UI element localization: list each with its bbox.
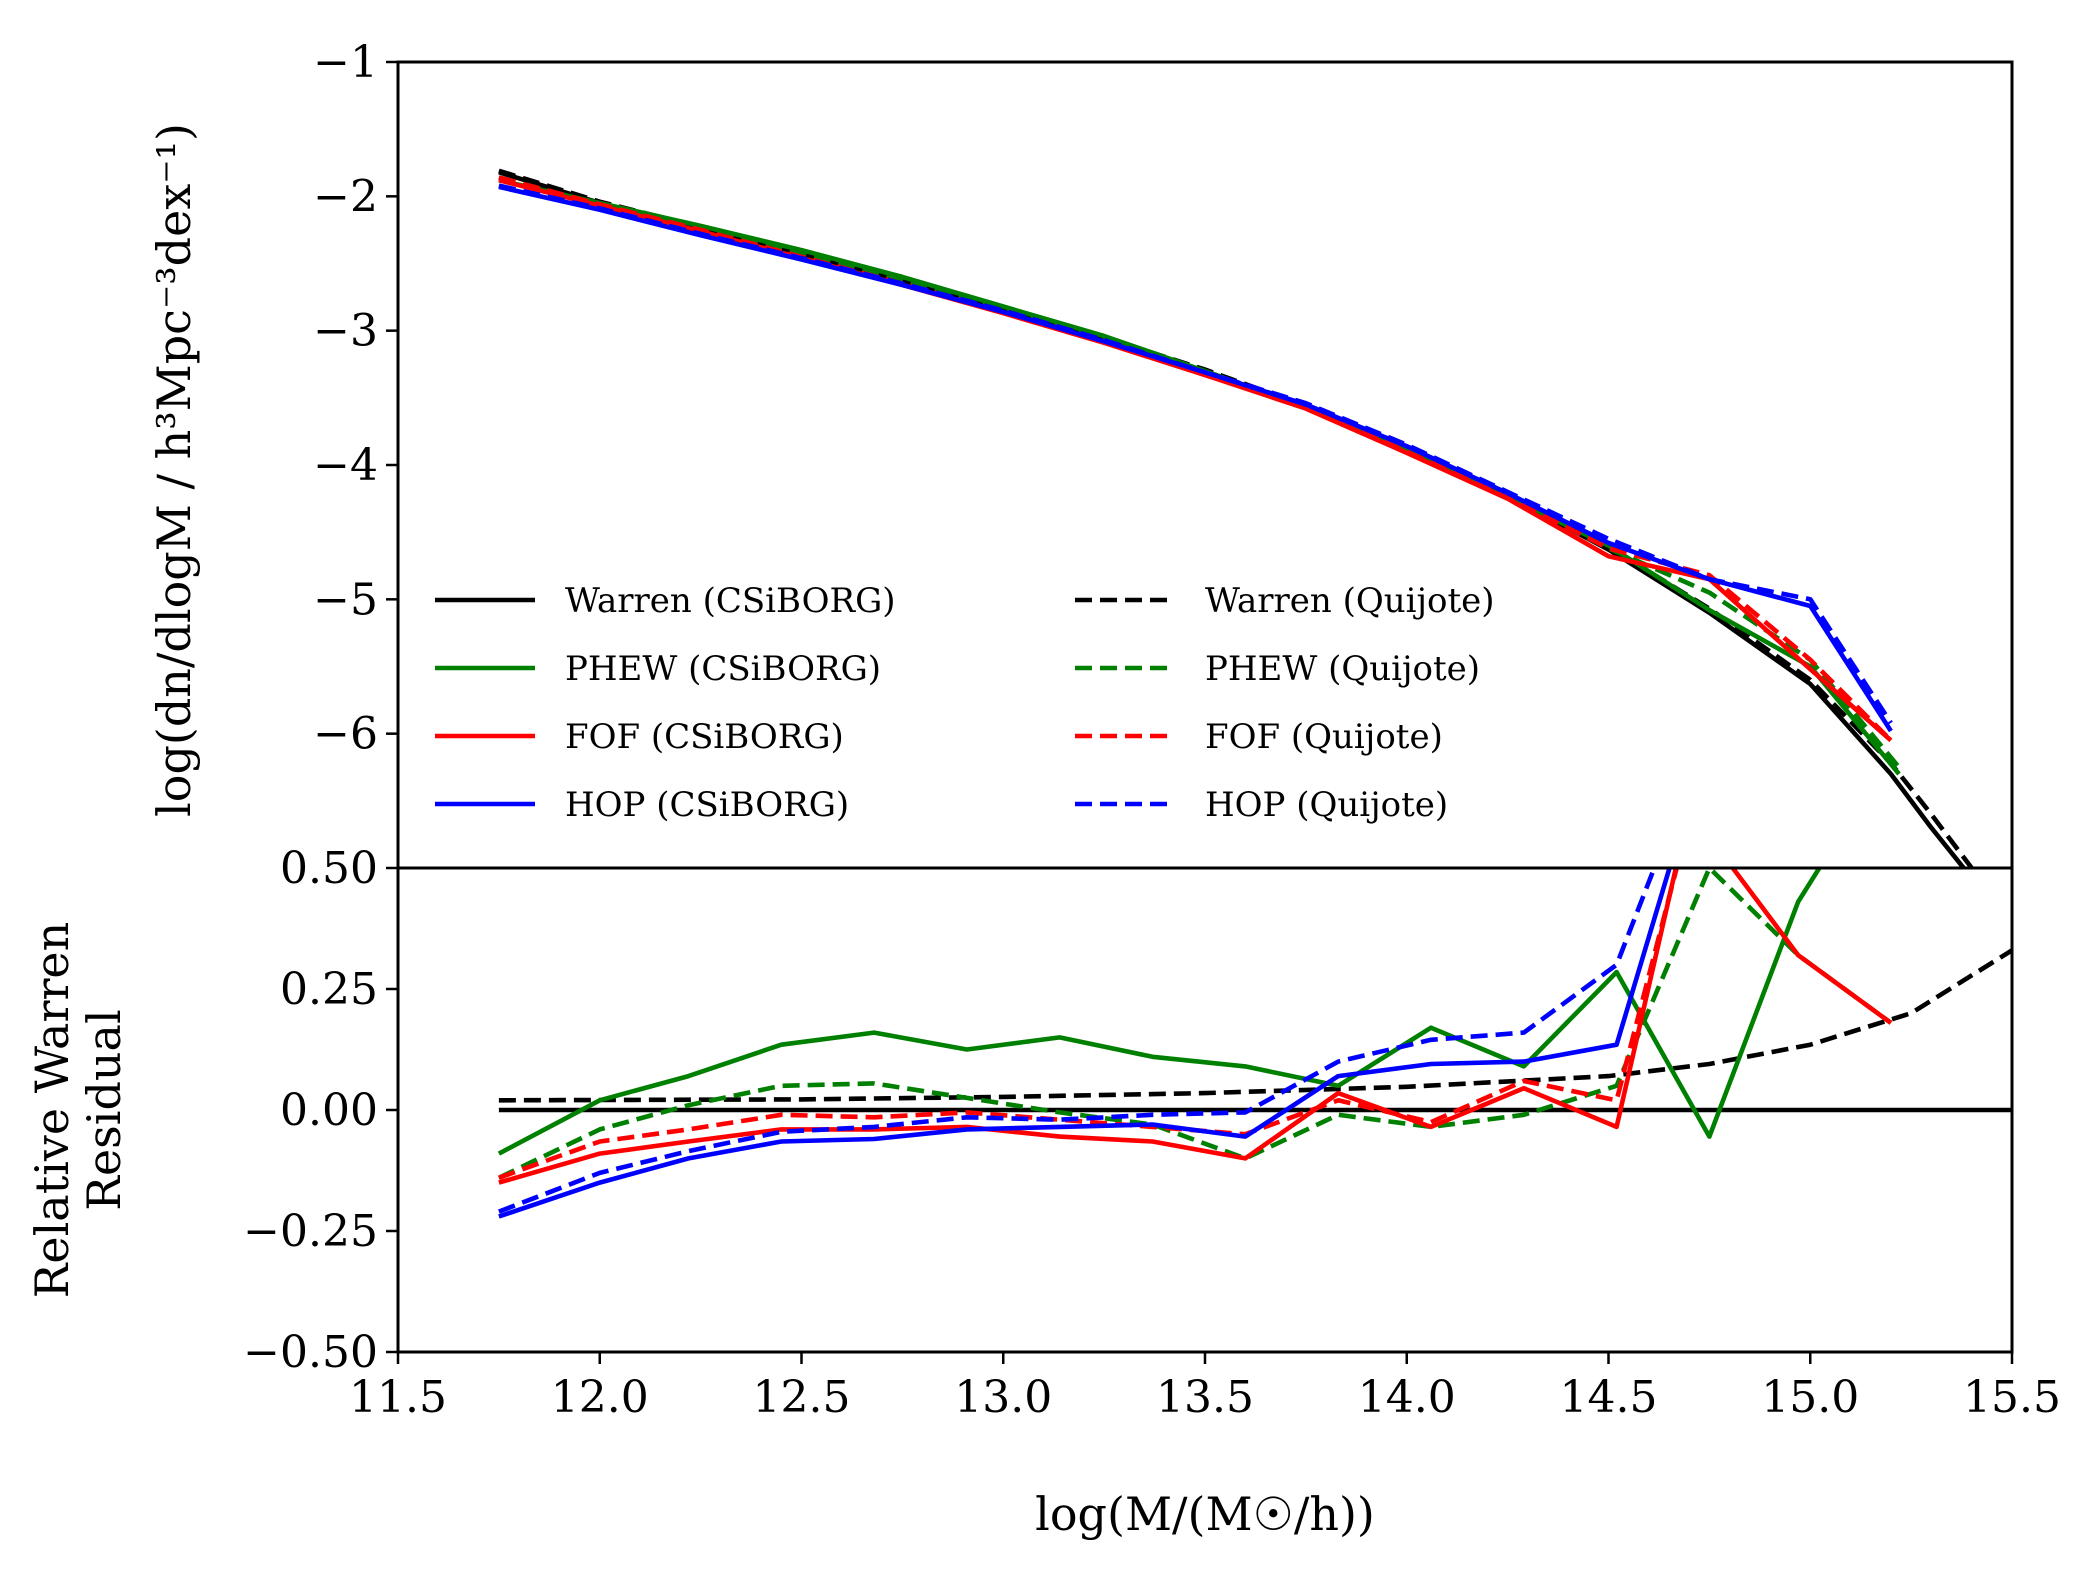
residual-line-warren-quijote: [498, 948, 2012, 1103]
mass-function-line-fof-quijote: [498, 175, 1893, 743]
x-tick-label: 15.0: [1761, 1372, 1859, 1423]
mass-function-line-hop-quijote: [498, 183, 1893, 725]
svg-text:log(dn/dlogM / h³Mpc⁻³dex⁻¹): log(dn/dlogM / h³Mpc⁻³dex⁻¹): [147, 123, 201, 817]
legend-label-hop-quijote: HOP (Quijote): [1205, 785, 1448, 825]
mass-function-y-tick-label: −3: [313, 306, 378, 357]
mass-function-y-axis-title: log(dn/dlogM / h³Mpc⁻³dex⁻¹): [147, 123, 201, 817]
x-tick-label: 12.0: [551, 1372, 649, 1423]
mass-function-line-warren-quijote: [498, 168, 1974, 868]
x-tick-label: 11.5: [349, 1372, 447, 1423]
legend-label-phew-quijote: PHEW (Quijote): [1205, 649, 1480, 689]
mass-function-y-tick-label: −6: [313, 709, 378, 760]
residual-line-fof-quijote: [498, 868, 1680, 1180]
x-tick-label: 15.5: [1963, 1372, 2061, 1423]
residual-y-tick-label: 0.50: [280, 843, 378, 894]
residual-y-axis-title: Relative Warren Residual: [25, 922, 131, 1299]
mass-function-y-tick-label: −1: [313, 37, 378, 88]
legend-label-hop-csiborg: HOP (CSiBORG): [565, 785, 849, 825]
residual-line-hop-quijote: [498, 868, 1657, 1214]
mass-function-y-tick-label: −4: [313, 440, 378, 491]
x-tick-label: 13.5: [1156, 1372, 1254, 1423]
residual-y-tick-label: 0.00: [280, 1085, 378, 1136]
residual-panel: −0.50−0.250.000.250.50 11.5 12.0 12.5 13.0 1…: [25, 843, 2061, 1541]
mass-function-y-ticks: −6 −5 −4 −3 −2 −1: [313, 37, 398, 760]
residual-y-tick-label: −0.50: [243, 1327, 378, 1378]
x-tick-label: 14.5: [1560, 1372, 1658, 1423]
residual-line-phew-csiborg: [497, 868, 1823, 1156]
x-tick-label: 13.0: [954, 1372, 1052, 1423]
mass-function-series-group: [498, 168, 1974, 868]
residual-y-ticks: −0.50 −0.25 0.00 0.25 0.50: [243, 843, 398, 1378]
mass-function-panel: −6 −5 −4 −3 −2 −1 Warren (CSiBORG) PHEW (CSiBO…: [147, 37, 2014, 870]
residual-line-hop-csiborg: [498, 868, 1672, 1219]
residual-y-axis-title-line-1: Relative Warren: [25, 922, 79, 1299]
legend-label-fof-csiborg: FOF (CSiBORG): [565, 717, 844, 757]
legend: Warren (CSiBORG) PHEW (CSiBORG) FOF (CSiBO…: [435, 581, 1495, 825]
x-tick-label: 12.5: [753, 1372, 851, 1423]
residual-line-phew-quijote: [497, 868, 1893, 1180]
x-ticks: 11.5 12.0 12.5 13.0 13.5 14.0 14.5 15.0 15.5: [349, 1352, 2061, 1423]
residual-series-group: [497, 868, 2012, 1219]
legend-label-warren-csiborg: Warren (CSiBORG): [565, 581, 896, 621]
x-tick-label: 14.0: [1358, 1372, 1456, 1423]
legend-label-phew-csiborg: PHEW (CSiBORG): [565, 649, 881, 689]
residual-y-tick-label: −0.25: [243, 1206, 378, 1257]
residual-y-tick-label: 0.25: [280, 964, 378, 1015]
mass-function-y-tick-label: −5: [313, 574, 378, 625]
mass-function-line-warren-csiborg: [498, 170, 1966, 868]
legend-label-fof-quijote: FOF (Quijote): [1205, 717, 1443, 757]
legend-label-warren-quijote: Warren (Quijote): [1205, 581, 1495, 621]
x-axis-title: log(M/(M☉/h)): [1035, 1487, 1375, 1541]
mass-function-y-tick-label: −2: [313, 171, 378, 222]
residual-y-axis-title-line-2: Residual: [77, 1009, 131, 1210]
